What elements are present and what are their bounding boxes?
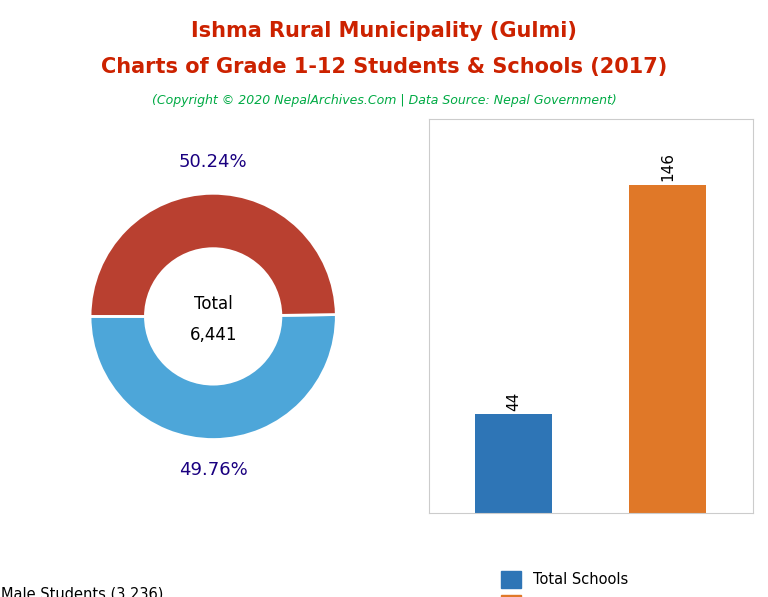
Legend: Male Students (3,236), Female Students (3,205): Male Students (3,236), Female Students (… — [0, 581, 186, 597]
Text: 50.24%: 50.24% — [179, 153, 247, 171]
Wedge shape — [90, 315, 336, 439]
Text: Charts of Grade 1-12 Students & Schools (2017): Charts of Grade 1-12 Students & Schools … — [101, 57, 667, 77]
Text: 146: 146 — [660, 152, 675, 181]
Legend: Total Schools, Students per School: Total Schools, Students per School — [496, 567, 685, 597]
Text: Ishma Rural Municipality (Gulmi): Ishma Rural Municipality (Gulmi) — [191, 21, 577, 41]
Text: 49.76%: 49.76% — [179, 461, 247, 479]
Text: 6,441: 6,441 — [190, 326, 237, 344]
Text: Total: Total — [194, 295, 233, 313]
Text: (Copyright © 2020 NepalArchives.Com | Data Source: Nepal Government): (Copyright © 2020 NepalArchives.Com | Da… — [151, 94, 617, 107]
Bar — [475, 414, 552, 513]
Text: 44: 44 — [506, 392, 521, 411]
Wedge shape — [90, 193, 336, 316]
Bar — [629, 184, 707, 513]
